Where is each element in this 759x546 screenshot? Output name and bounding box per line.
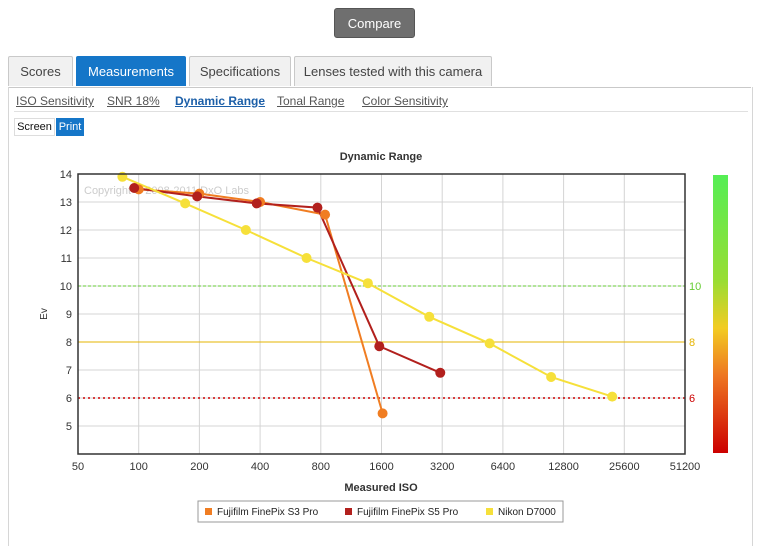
- y-tick-label: 9: [66, 309, 72, 321]
- print-toggle[interactable]: Print: [56, 118, 84, 136]
- y-tick-label: 5: [66, 421, 72, 433]
- legend-label: Nikon D7000: [498, 507, 556, 518]
- y-tick-label: 10: [60, 281, 72, 293]
- subnav-iso-sensitivity[interactable]: ISO Sensitivity: [16, 94, 95, 108]
- x-tick-label: 1600: [369, 461, 393, 473]
- x-tick-labels: 50 100 200 400 800 1600 3200 6400 12800 25600 5120…: [72, 461, 700, 473]
- x-tick-label: 12800: [548, 461, 579, 473]
- x-tick-label: 400: [251, 461, 269, 473]
- x-tick-label: 3200: [430, 461, 454, 473]
- y-axis-label: Ev: [39, 308, 50, 320]
- plot-frame: [77, 173, 686, 455]
- legend-label: Fujifilm FinePix S3 Pro: [217, 507, 319, 518]
- tab-scores[interactable]: Scores: [8, 56, 73, 86]
- x-tick-label: 51200: [670, 461, 701, 473]
- series-line: [134, 187, 441, 374]
- reference-label: 10: [689, 281, 701, 293]
- tab-measurements[interactable]: Measurements: [76, 56, 186, 86]
- reference-label: 6: [689, 393, 695, 405]
- reference-labels: 10 8 6: [689, 281, 701, 405]
- data-point: [362, 278, 373, 289]
- subnav-tonal-range[interactable]: Tonal Range: [277, 94, 345, 108]
- reference-label: 8: [689, 337, 695, 349]
- quality-scale-bar: [713, 175, 728, 453]
- y-tick-label: 12: [60, 225, 72, 237]
- data-point: [301, 253, 312, 263]
- x-tick-label: 6400: [491, 461, 515, 473]
- data-point: [192, 191, 203, 202]
- subnav-divider: [14, 111, 748, 112]
- data-point: [435, 367, 446, 378]
- data-point: [424, 311, 435, 322]
- screen-toggle[interactable]: Screen: [14, 118, 55, 136]
- y-tick-label: 13: [60, 197, 72, 209]
- x-axis-label: Measured ISO: [344, 482, 418, 494]
- series-layer: [117, 171, 618, 419]
- data-point: [129, 183, 140, 193]
- data-point: [546, 372, 557, 382]
- x-tick-label: 100: [130, 461, 148, 473]
- subnav-snr-18[interactable]: SNR 18%: [107, 94, 160, 108]
- legend-swatch: [345, 508, 352, 515]
- x-tick-label: 800: [312, 461, 330, 473]
- tab-bar: Scores Measurements Specifications Lense…: [8, 56, 751, 88]
- legend-label: Fujifilm FinePix S5 Pro: [357, 507, 459, 518]
- x-tick-label: 50: [72, 461, 84, 473]
- legend-swatch: [205, 508, 212, 515]
- legend-swatch: [486, 508, 493, 515]
- tab-lenses-tested[interactable]: Lenses tested with this camera: [294, 56, 492, 86]
- x-tick-label: 200: [190, 461, 208, 473]
- compare-button[interactable]: Compare: [334, 8, 415, 38]
- data-point: [180, 198, 191, 209]
- chart-title: Dynamic Range: [340, 151, 423, 163]
- tab-specifications[interactable]: Specifications: [189, 56, 291, 86]
- measurements-panel: [8, 87, 753, 546]
- data-point: [377, 408, 388, 419]
- data-point: [374, 341, 385, 352]
- y-tick-label: 14: [60, 169, 72, 181]
- data-point: [320, 209, 331, 220]
- data-point: [312, 202, 323, 213]
- legend: Fujifilm FinePix S3 Pro Fujifilm FinePix …: [197, 500, 564, 523]
- y-tick-label: 7: [66, 365, 72, 377]
- legend-box: [197, 500, 564, 523]
- y-tick-label: 6: [66, 393, 72, 405]
- data-point: [240, 225, 251, 235]
- data-point: [484, 338, 495, 349]
- y-tick-label: 8: [66, 337, 72, 349]
- data-point: [607, 391, 618, 402]
- x-tick-label: 25600: [609, 461, 640, 473]
- subnav-dynamic-range[interactable]: Dynamic Range: [175, 94, 266, 108]
- data-point: [251, 198, 262, 209]
- subnav-color-sensitivity[interactable]: Color Sensitivity: [362, 94, 449, 108]
- y-tick-labels: 5 6 7 8 9 10 11 12 13 14: [60, 169, 72, 433]
- series-line: [138, 188, 384, 414]
- y-tick-label: 11: [61, 253, 72, 265]
